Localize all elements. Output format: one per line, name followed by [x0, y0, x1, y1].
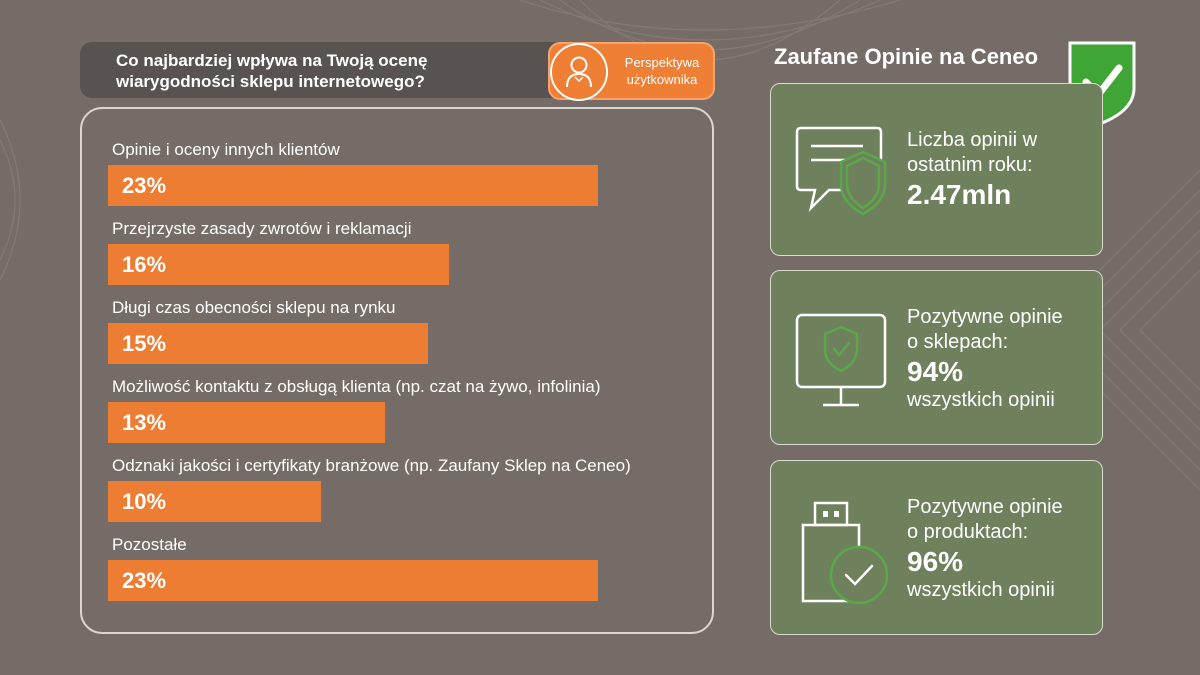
- category-label: Odznaki jakości i certyfikaty branżowe (…: [112, 456, 631, 475]
- stat-card-shop-reviews: Pozytywne opinie o sklepach: 94% wszystk…: [770, 270, 1103, 445]
- card3-line3: wszystkich opinii: [907, 579, 1055, 601]
- bar: [108, 244, 449, 285]
- card2-line2: o sklepach:: [907, 331, 1009, 353]
- bar-value-label: 23%: [122, 173, 167, 198]
- bar: [108, 323, 428, 364]
- user-icon: [550, 43, 608, 101]
- question-text: Co najbardziej wpływa na Twoją ocenę wia…: [116, 50, 536, 92]
- category-label: Długi czas obecności sklepu na rynku: [112, 298, 396, 317]
- bar-value-label: 23%: [122, 568, 167, 593]
- card1-line1: Liczba opinii w: [907, 129, 1038, 151]
- card1-value: 2.47mln: [907, 179, 1012, 210]
- category-label: Przejrzyste zasady zwrotów i reklamacji: [112, 219, 412, 238]
- right-title: Zaufane Opinie na Ceneo: [774, 44, 1039, 69]
- category-label: Pozostałe: [112, 535, 187, 554]
- category-label: Możliwość kontaktu z obsługą klienta (np…: [112, 377, 601, 396]
- card3-line2: o produktach:: [907, 521, 1029, 543]
- monitor-shield-icon: [795, 313, 887, 407]
- card3-line1: Pozytywne opinie: [907, 496, 1063, 518]
- bar: [108, 481, 321, 522]
- stat-card-reviews-count: Liczba opinii w ostatnim roku: 2.47mln: [770, 83, 1103, 256]
- badge-text: Perspektywa użytkownika: [612, 54, 712, 88]
- question-line-1: Co najbardziej wpływa na Twoją ocenę: [116, 51, 428, 70]
- stat-text-3: Pozytywne opinie o produktach: 96% wszys…: [907, 495, 1063, 603]
- bar: [108, 560, 598, 601]
- stat-card-product-reviews: Pozytywne opinie o produktach: 96% wszys…: [770, 460, 1103, 635]
- bar-value-label: 13%: [122, 410, 167, 435]
- perspective-badge: Perspektywa użytkownika: [548, 42, 715, 101]
- category-label: Opinie i oceny innych klientów: [112, 140, 340, 159]
- badge-line-2: użytkownika: [626, 72, 698, 87]
- bar: [108, 165, 598, 206]
- bar-value-label: 10%: [122, 489, 167, 514]
- card2-value: 94%: [907, 356, 964, 387]
- bar-value-label: 16%: [122, 252, 167, 277]
- card2-line3: wszystkich opinii: [907, 389, 1055, 411]
- chart-panel: [80, 107, 714, 634]
- stat-text-1: Liczba opinii w ostatnim roku: 2.47mln: [907, 128, 1037, 211]
- bar-value-label: 15%: [122, 331, 167, 356]
- card1-line2: ostatnim roku:: [907, 154, 1033, 176]
- chat-shield-icon: [795, 126, 887, 216]
- bar: [108, 402, 385, 443]
- question-line-2: wiarygodności sklepu internetowego?: [116, 72, 425, 91]
- card2-line1: Pozytywne opinie: [907, 306, 1063, 328]
- product-check-icon: [801, 501, 889, 605]
- badge-line-1: Perspektywa: [624, 55, 700, 70]
- stat-text-2: Pozytywne opinie o sklepach: 94% wszystk…: [907, 305, 1063, 413]
- card3-value: 96%: [907, 546, 964, 577]
